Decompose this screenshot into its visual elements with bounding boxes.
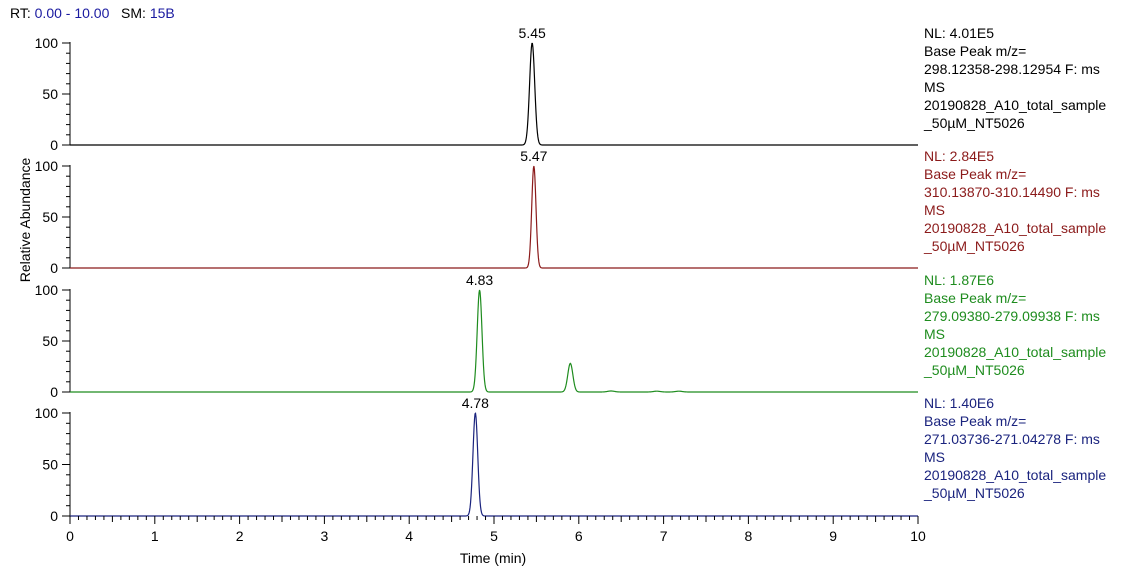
range-header: RT: 0.00 - 10.00 SM: 15B (10, 5, 175, 21)
y-tick-label: 0 (50, 384, 58, 400)
x-tick-label: 9 (829, 528, 837, 544)
y-tick-label: 0 (50, 508, 58, 524)
chart-panels: 0 50 100 5.45 0 50 100 5.47 0 50 100 4.83 0 50 100 4.78 (35, 25, 918, 524)
trace-info-line: Base Peak m/z= (924, 43, 1027, 59)
y-tick-label: 50 (42, 333, 58, 349)
trace-line (70, 412, 918, 517)
x-tick-label: 10 (910, 528, 926, 544)
trace-info-line: 279.09380-279.09938 F: ms (924, 308, 1100, 324)
trace-info: NL: 1.87E6 Base Peak m/z= 279.09380-279.09… (924, 271, 1106, 379)
peak-label: 4.83 (466, 272, 493, 288)
trace-info-line: MS (924, 79, 945, 95)
trace-info-line: 298.12358-298.12954 F: ms (924, 61, 1100, 77)
peak-label: 5.47 (520, 148, 547, 164)
trace-info-line: Base Peak m/z= (924, 166, 1027, 182)
trace-info-line: MS (924, 202, 945, 218)
sm-label: SM: (121, 5, 146, 21)
normalization-level: NL: 4.01E5 (924, 25, 995, 41)
trace-panel: 0 50 100 4.83 (35, 272, 918, 400)
y-tick-label: 100 (35, 158, 59, 174)
y-tick-label: 50 (42, 209, 58, 225)
y-tick-label: 100 (35, 35, 59, 51)
trace-info-line: _50µM_NT5026 (924, 238, 1025, 254)
x-tick-label: 7 (660, 528, 668, 544)
y-tick-label: 100 (35, 405, 59, 421)
normalization-level: NL: 1.87E6 (924, 272, 995, 288)
trace-info-line: 20190828_A10_total_sample (924, 220, 1107, 236)
normalization-level: NL: 2.84E5 (924, 148, 995, 164)
y-tick-label: 50 (42, 457, 58, 473)
trace-panel: 0 50 100 5.47 (35, 148, 918, 276)
trace-info-line: 271.03736-271.04278 F: ms (924, 431, 1100, 447)
x-tick-label: 4 (405, 528, 413, 544)
rt-value: 0.00 - 10.00 (34, 5, 110, 21)
trace-info: NL: 4.01E5 Base Peak m/z= 298.12358-298.12… (924, 24, 1106, 132)
trace-info-line: 310.13870-310.14490 F: ms (924, 184, 1100, 200)
trace-info-line: 20190828_A10_total_sample (924, 344, 1107, 360)
trace-info-line: Base Peak m/z= (924, 413, 1027, 429)
y-tick-label: 0 (50, 260, 58, 276)
x-tick-label: 5 (490, 528, 498, 544)
trace-info: NL: 2.84E5 Base Peak m/z= 310.13870-310.14… (924, 147, 1106, 255)
x-axis: 0 1 2 3 4 5 6 7 8 9 10 (66, 516, 926, 544)
trace-info-line: _50µM_NT5026 (924, 485, 1025, 501)
trace-info-line: 20190828_A10_total_sample (924, 467, 1107, 483)
x-tick-label: 1 (151, 528, 159, 544)
trace-info-line: _50µM_NT5026 (924, 115, 1025, 131)
trace-info-line: 20190828_A10_total_sample (924, 97, 1107, 113)
x-tick-label: 6 (575, 528, 583, 544)
trace-line (70, 165, 918, 269)
x-axis-label: Time (min) (460, 550, 526, 566)
rt-label: RT: (10, 5, 31, 21)
y-tick-label: 50 (42, 86, 58, 102)
trace-line (70, 42, 918, 146)
x-tick-label: 0 (66, 528, 74, 544)
trace-info-line: MS (924, 326, 945, 342)
normalization-level: NL: 1.40E6 (924, 395, 995, 411)
x-tick-label: 3 (321, 528, 329, 544)
trace-panel: 0 50 100 5.45 (35, 25, 918, 153)
peak-label: 4.78 (462, 395, 489, 411)
x-tick-label: 2 (236, 528, 244, 544)
trace-line (70, 289, 918, 393)
trace-info-line: MS (924, 449, 945, 465)
y-tick-label: 100 (35, 282, 59, 298)
x-tick-label: 8 (745, 528, 753, 544)
trace-info-line: Base Peak m/z= (924, 290, 1027, 306)
y-tick-label: 0 (50, 137, 58, 153)
trace-panel: 0 50 100 4.78 (35, 395, 918, 524)
y-axis-label: Relative Abundance (17, 158, 33, 283)
peak-label: 5.45 (519, 25, 546, 41)
sm-value: 15B (149, 5, 175, 21)
trace-info-line: _50µM_NT5026 (924, 362, 1025, 378)
trace-info: NL: 1.40E6 Base Peak m/z= 271.03736-271.04… (924, 394, 1106, 502)
